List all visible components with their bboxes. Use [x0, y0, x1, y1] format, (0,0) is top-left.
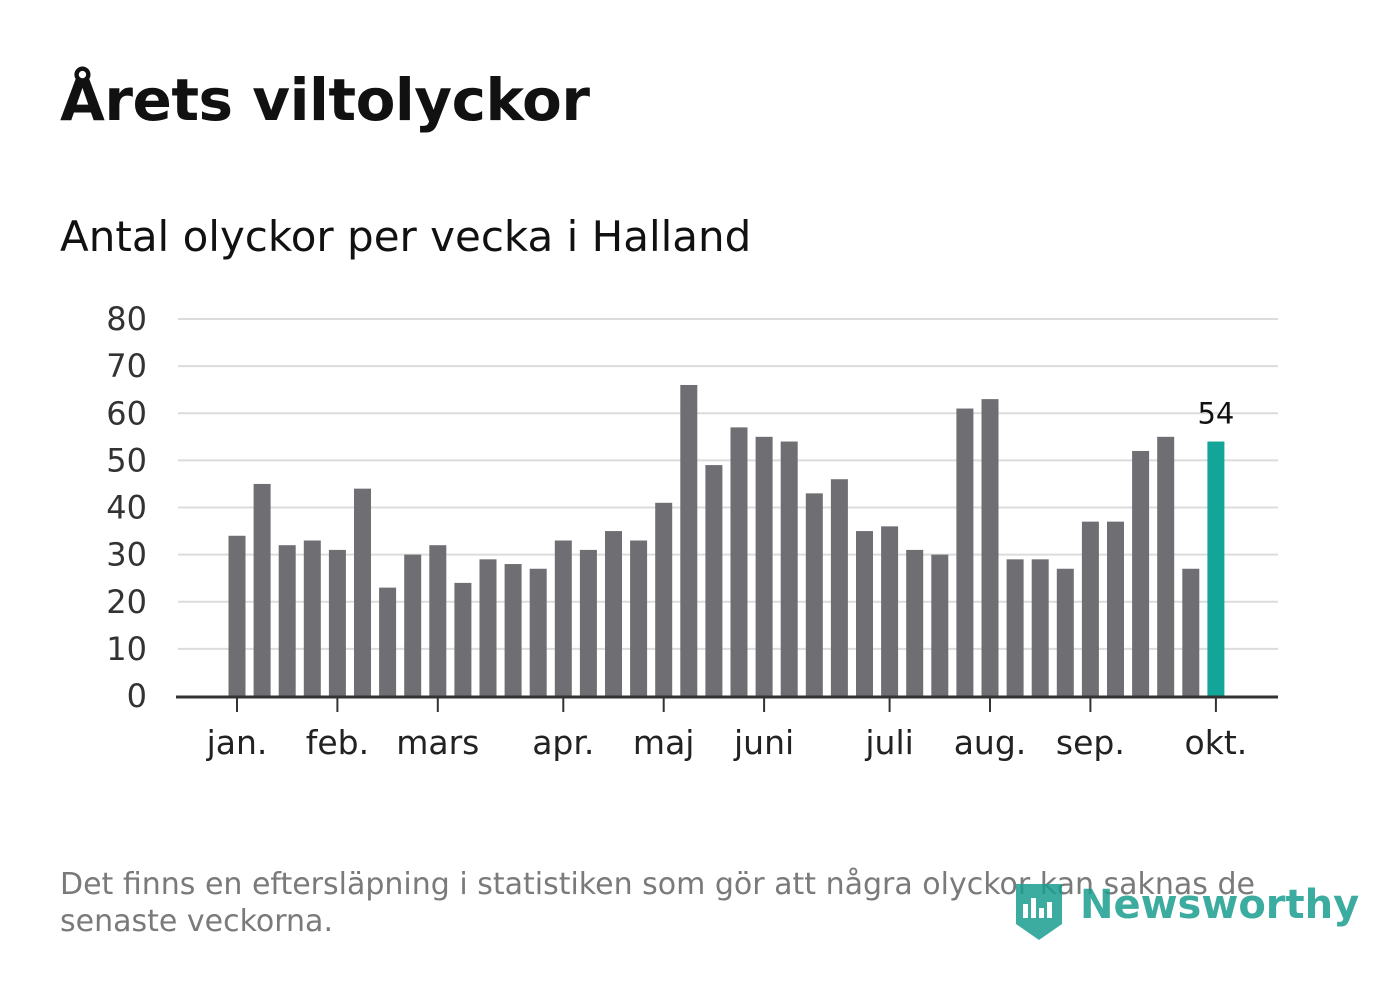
bar: [1132, 450, 1150, 696]
y-axis-ticks: 0 10 20 30 40 50 60 70 80: [106, 300, 147, 715]
bar: [730, 427, 748, 696]
y-tick-label: 30: [106, 536, 147, 574]
y-tick-label: 0: [127, 677, 147, 715]
y-tick-label: 70: [106, 347, 147, 385]
y-tick-label: 20: [106, 583, 147, 621]
chart-subtitle: Antal olyckor per vecka i Halland: [60, 212, 752, 261]
bar: [630, 540, 648, 696]
bar: [605, 531, 622, 696]
x-tick-label: aug.: [954, 723, 1027, 762]
bar: [981, 399, 999, 696]
x-tick-label: juni: [733, 723, 794, 762]
bar: [856, 531, 873, 696]
bar: [1157, 436, 1175, 696]
newsworthy-logo[interactable]: Newsworthy: [1012, 880, 1359, 944]
bar-chart: 0 10 20 30 40 50 60 70 80 jan. feb. mars apr. maj jun…: [106, 300, 1278, 762]
bar: [1081, 521, 1099, 696]
bar: [705, 465, 723, 696]
bar: [379, 587, 397, 696]
bar: [1056, 568, 1074, 696]
bars: [228, 384, 1225, 696]
y-tick-label: 60: [106, 394, 147, 432]
bar: [228, 535, 246, 696]
bar: [1006, 559, 1024, 696]
bar: [253, 483, 271, 696]
x-tick-label: maj: [633, 723, 695, 762]
bar: [328, 549, 346, 696]
newsworthy-logo-icon: [1016, 884, 1062, 940]
bar: [404, 554, 422, 696]
bar: [906, 549, 924, 696]
bar-highlight: [1207, 441, 1225, 696]
y-tick-label: 10: [106, 630, 147, 668]
bar: [755, 436, 773, 696]
y-tick-label: 80: [106, 300, 147, 338]
logo-text: Newsworthy: [1080, 882, 1360, 928]
bar: [881, 526, 899, 696]
bar: [354, 488, 371, 696]
x-tick-label: feb.: [306, 723, 369, 762]
bar: [554, 540, 572, 696]
x-tick-label: okt.: [1185, 723, 1248, 762]
x-tick-label: mars: [396, 723, 479, 762]
bar: [830, 479, 848, 696]
y-tick-label: 40: [106, 489, 147, 527]
bar: [1107, 521, 1124, 696]
data-labels: 54: [1197, 397, 1234, 431]
x-tick-label: jan.: [206, 723, 268, 762]
data-label: 54: [1197, 397, 1234, 431]
bar: [805, 493, 823, 696]
bar: [504, 564, 522, 696]
bar: [479, 559, 497, 696]
x-tick-label: sep.: [1056, 723, 1125, 762]
bar: [680, 384, 698, 696]
bar: [454, 582, 472, 696]
x-tick-label: apr.: [532, 723, 594, 762]
bar: [1182, 568, 1200, 696]
bar: [579, 549, 597, 696]
bar: [956, 408, 974, 696]
bar: [429, 545, 447, 696]
bar: [931, 554, 949, 696]
chart-title: Årets viltolyckor: [60, 66, 590, 134]
bar: [655, 502, 673, 696]
x-tick-label: juli: [864, 723, 913, 762]
y-tick-label: 50: [106, 441, 147, 479]
bar: [303, 540, 321, 696]
bar: [780, 441, 798, 696]
x-axis-ticks: jan. feb. mars apr. maj juni juli aug. sep. okt.: [206, 698, 1248, 762]
bar: [1031, 559, 1049, 696]
bar: [278, 545, 296, 696]
bar: [529, 568, 547, 696]
